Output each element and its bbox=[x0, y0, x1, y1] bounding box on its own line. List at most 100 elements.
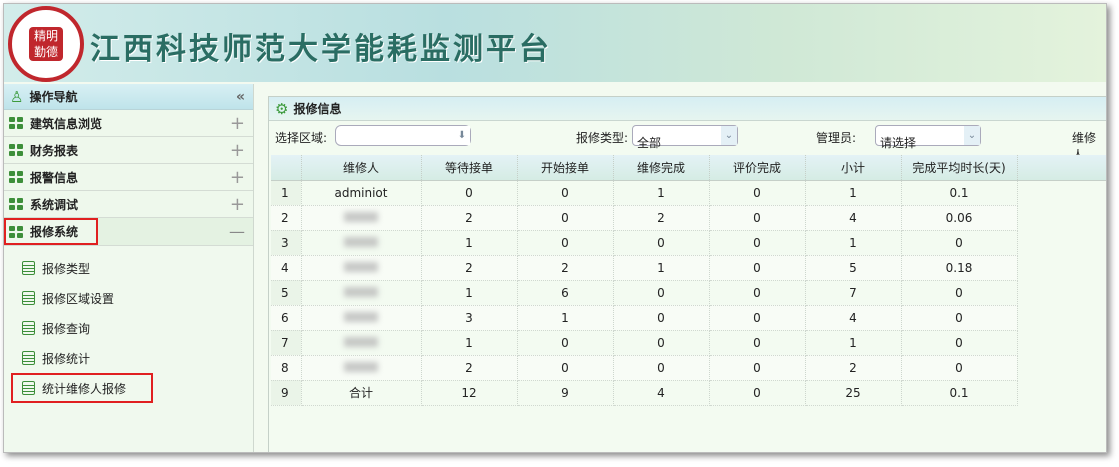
sidebar-item[interactable]: 财务报表 + bbox=[4, 137, 253, 164]
cell: 2 bbox=[613, 205, 710, 231]
column-header[interactable]: 评价完成 bbox=[709, 155, 806, 181]
sidebar-item[interactable]: 报修系统 bbox=[4, 218, 98, 245]
cell: 2 bbox=[421, 355, 518, 381]
expand-icon[interactable]: + bbox=[229, 139, 245, 161]
chevron-down-icon: ⌄ bbox=[721, 126, 737, 145]
table-row[interactable]: 2 2 0 2 0 4 0.06 bbox=[271, 205, 1106, 231]
subitem-label: 统计维修人报修 bbox=[42, 381, 127, 396]
cell: 12 bbox=[421, 380, 518, 406]
document-icon bbox=[22, 351, 35, 365]
expand-icon[interactable]: + bbox=[229, 193, 245, 215]
column-header[interactable]: 维修完成 bbox=[613, 155, 710, 181]
cell-filler bbox=[1017, 255, 1106, 280]
cell: 0 bbox=[613, 280, 710, 306]
cell: 0 bbox=[901, 305, 1018, 331]
cell: 0 bbox=[517, 180, 614, 206]
sidebar: ♙ 操作导航 « 建筑信息浏览 + 财务报表 + 报警信息 + 系统调试 + 报修系统 — 报修类型 报修… bbox=[4, 84, 254, 452]
blurred-name bbox=[344, 311, 378, 322]
type-value: 全部 bbox=[637, 136, 662, 150]
sidebar-subitem[interactable]: 统计维修人报修 bbox=[11, 373, 153, 403]
dropdown-arrow-icon: ⬇ bbox=[454, 126, 470, 145]
cell-repairer bbox=[301, 280, 422, 306]
cell: 0 bbox=[709, 280, 806, 306]
cell: 1 bbox=[805, 180, 902, 206]
cell-filler bbox=[1017, 280, 1106, 305]
cell-filler bbox=[1017, 205, 1106, 230]
cell: 0 bbox=[613, 355, 710, 381]
table-row[interactable]: 4 2 2 1 0 5 0.18 bbox=[271, 255, 1106, 281]
cell: 1 bbox=[805, 230, 902, 256]
expand-icon[interactable]: + bbox=[229, 112, 245, 134]
cell: 5 bbox=[805, 255, 902, 281]
table-row[interactable]: 1 adminiot 0 0 1 0 1 0.1 bbox=[271, 180, 1106, 206]
sidebar-subitem[interactable]: 报修类型 bbox=[4, 253, 253, 283]
cell: 0 bbox=[709, 205, 806, 231]
sidebar-item[interactable]: 系统调试 + bbox=[4, 191, 253, 218]
cell-repairer bbox=[301, 255, 422, 281]
cell: 1 bbox=[613, 180, 710, 206]
collapse-section-icon[interactable]: — bbox=[229, 222, 245, 241]
cell-rownum: 9 bbox=[271, 380, 302, 406]
column-header[interactable]: 维修人 bbox=[301, 155, 422, 181]
area-label: 选择区域: bbox=[275, 131, 328, 145]
table-row[interactable]: 9 合计 12 9 4 0 25 0.1 bbox=[271, 380, 1106, 406]
sidebar-subitem[interactable]: 报修查询 bbox=[4, 313, 253, 343]
user-icon: ♙ bbox=[10, 87, 24, 106]
cell: 2 bbox=[421, 205, 518, 231]
cell: 0.06 bbox=[901, 205, 1018, 231]
cell: 0 bbox=[421, 180, 518, 206]
cell-rownum: 1 bbox=[271, 180, 302, 206]
cell-filler bbox=[1017, 305, 1106, 330]
sidebar-subitem[interactable]: 报修区域设置 bbox=[4, 283, 253, 313]
sidebar-item[interactable]: 建筑信息浏览 + bbox=[4, 110, 253, 137]
column-header[interactable]: 开始接单 bbox=[517, 155, 614, 181]
cell: 0 bbox=[709, 305, 806, 331]
sidebar-item[interactable]: 报警信息 + bbox=[4, 164, 253, 191]
subitem-label: 报修查询 bbox=[42, 321, 91, 336]
column-header[interactable]: 等待接单 bbox=[421, 155, 518, 181]
cell: 1 bbox=[517, 305, 614, 331]
cell-rownum: 7 bbox=[271, 330, 302, 356]
cell: 0 bbox=[709, 330, 806, 356]
collapse-icon[interactable]: « bbox=[235, 88, 245, 105]
cell-rownum: 3 bbox=[271, 230, 302, 256]
cell: 0 bbox=[517, 230, 614, 256]
cell: 0.18 bbox=[901, 255, 1018, 281]
header-rownum bbox=[271, 155, 302, 181]
cell: 0 bbox=[709, 380, 806, 406]
repair-stats-table: 维修人 等待接单 开始接单 维修完成 评价完成 小计 完成平均时长(天) 1 adminiot 0… bbox=[271, 155, 1106, 406]
grid-icon bbox=[9, 198, 23, 210]
cell: 2 bbox=[517, 255, 614, 281]
cell-filler bbox=[1017, 230, 1106, 255]
repair-info-panel: ⚙ 报修信息 选择区域: ⬇ 报修类型: 全部 ⌄ 管理员: 请选择 ⌄ 维修人 维修… bbox=[268, 96, 1106, 452]
admin-label: 管理员: bbox=[816, 131, 857, 145]
cell: 1 bbox=[805, 330, 902, 356]
header: 精明 勤德 江西科技师范大学能耗监测平台 bbox=[4, 4, 1106, 82]
cell-rownum: 8 bbox=[271, 355, 302, 381]
cell: 0.1 bbox=[901, 380, 1018, 406]
university-logo: 精明 勤德 bbox=[8, 6, 84, 82]
header-filler bbox=[1017, 155, 1106, 181]
type-select[interactable]: 全部 ⌄ bbox=[632, 125, 738, 150]
admin-select[interactable]: 请选择 ⌄ bbox=[875, 125, 981, 150]
column-header[interactable]: 小计 bbox=[805, 155, 902, 181]
grid-icon bbox=[9, 144, 23, 156]
cell: 1 bbox=[613, 255, 710, 281]
expand-icon[interactable]: + bbox=[229, 166, 245, 188]
cell: 0 bbox=[517, 355, 614, 381]
filter-bar: 选择区域: ⬇ 报修类型: 全部⌄ 管理员: 请选择⌄ 维修人 bbox=[269, 121, 1106, 162]
cell-rownum: 2 bbox=[271, 205, 302, 231]
cell-repairer bbox=[301, 355, 422, 381]
admin-value: 请选择 bbox=[880, 136, 917, 150]
subitem-label: 报修统计 bbox=[42, 351, 91, 366]
cell: 0 bbox=[709, 230, 806, 256]
column-header[interactable]: 完成平均时长(天) bbox=[901, 155, 1018, 181]
area-select[interactable]: ⬇ bbox=[335, 125, 471, 146]
cell: 1 bbox=[421, 280, 518, 306]
sidebar-subitem[interactable]: 报修统计 bbox=[4, 343, 253, 373]
